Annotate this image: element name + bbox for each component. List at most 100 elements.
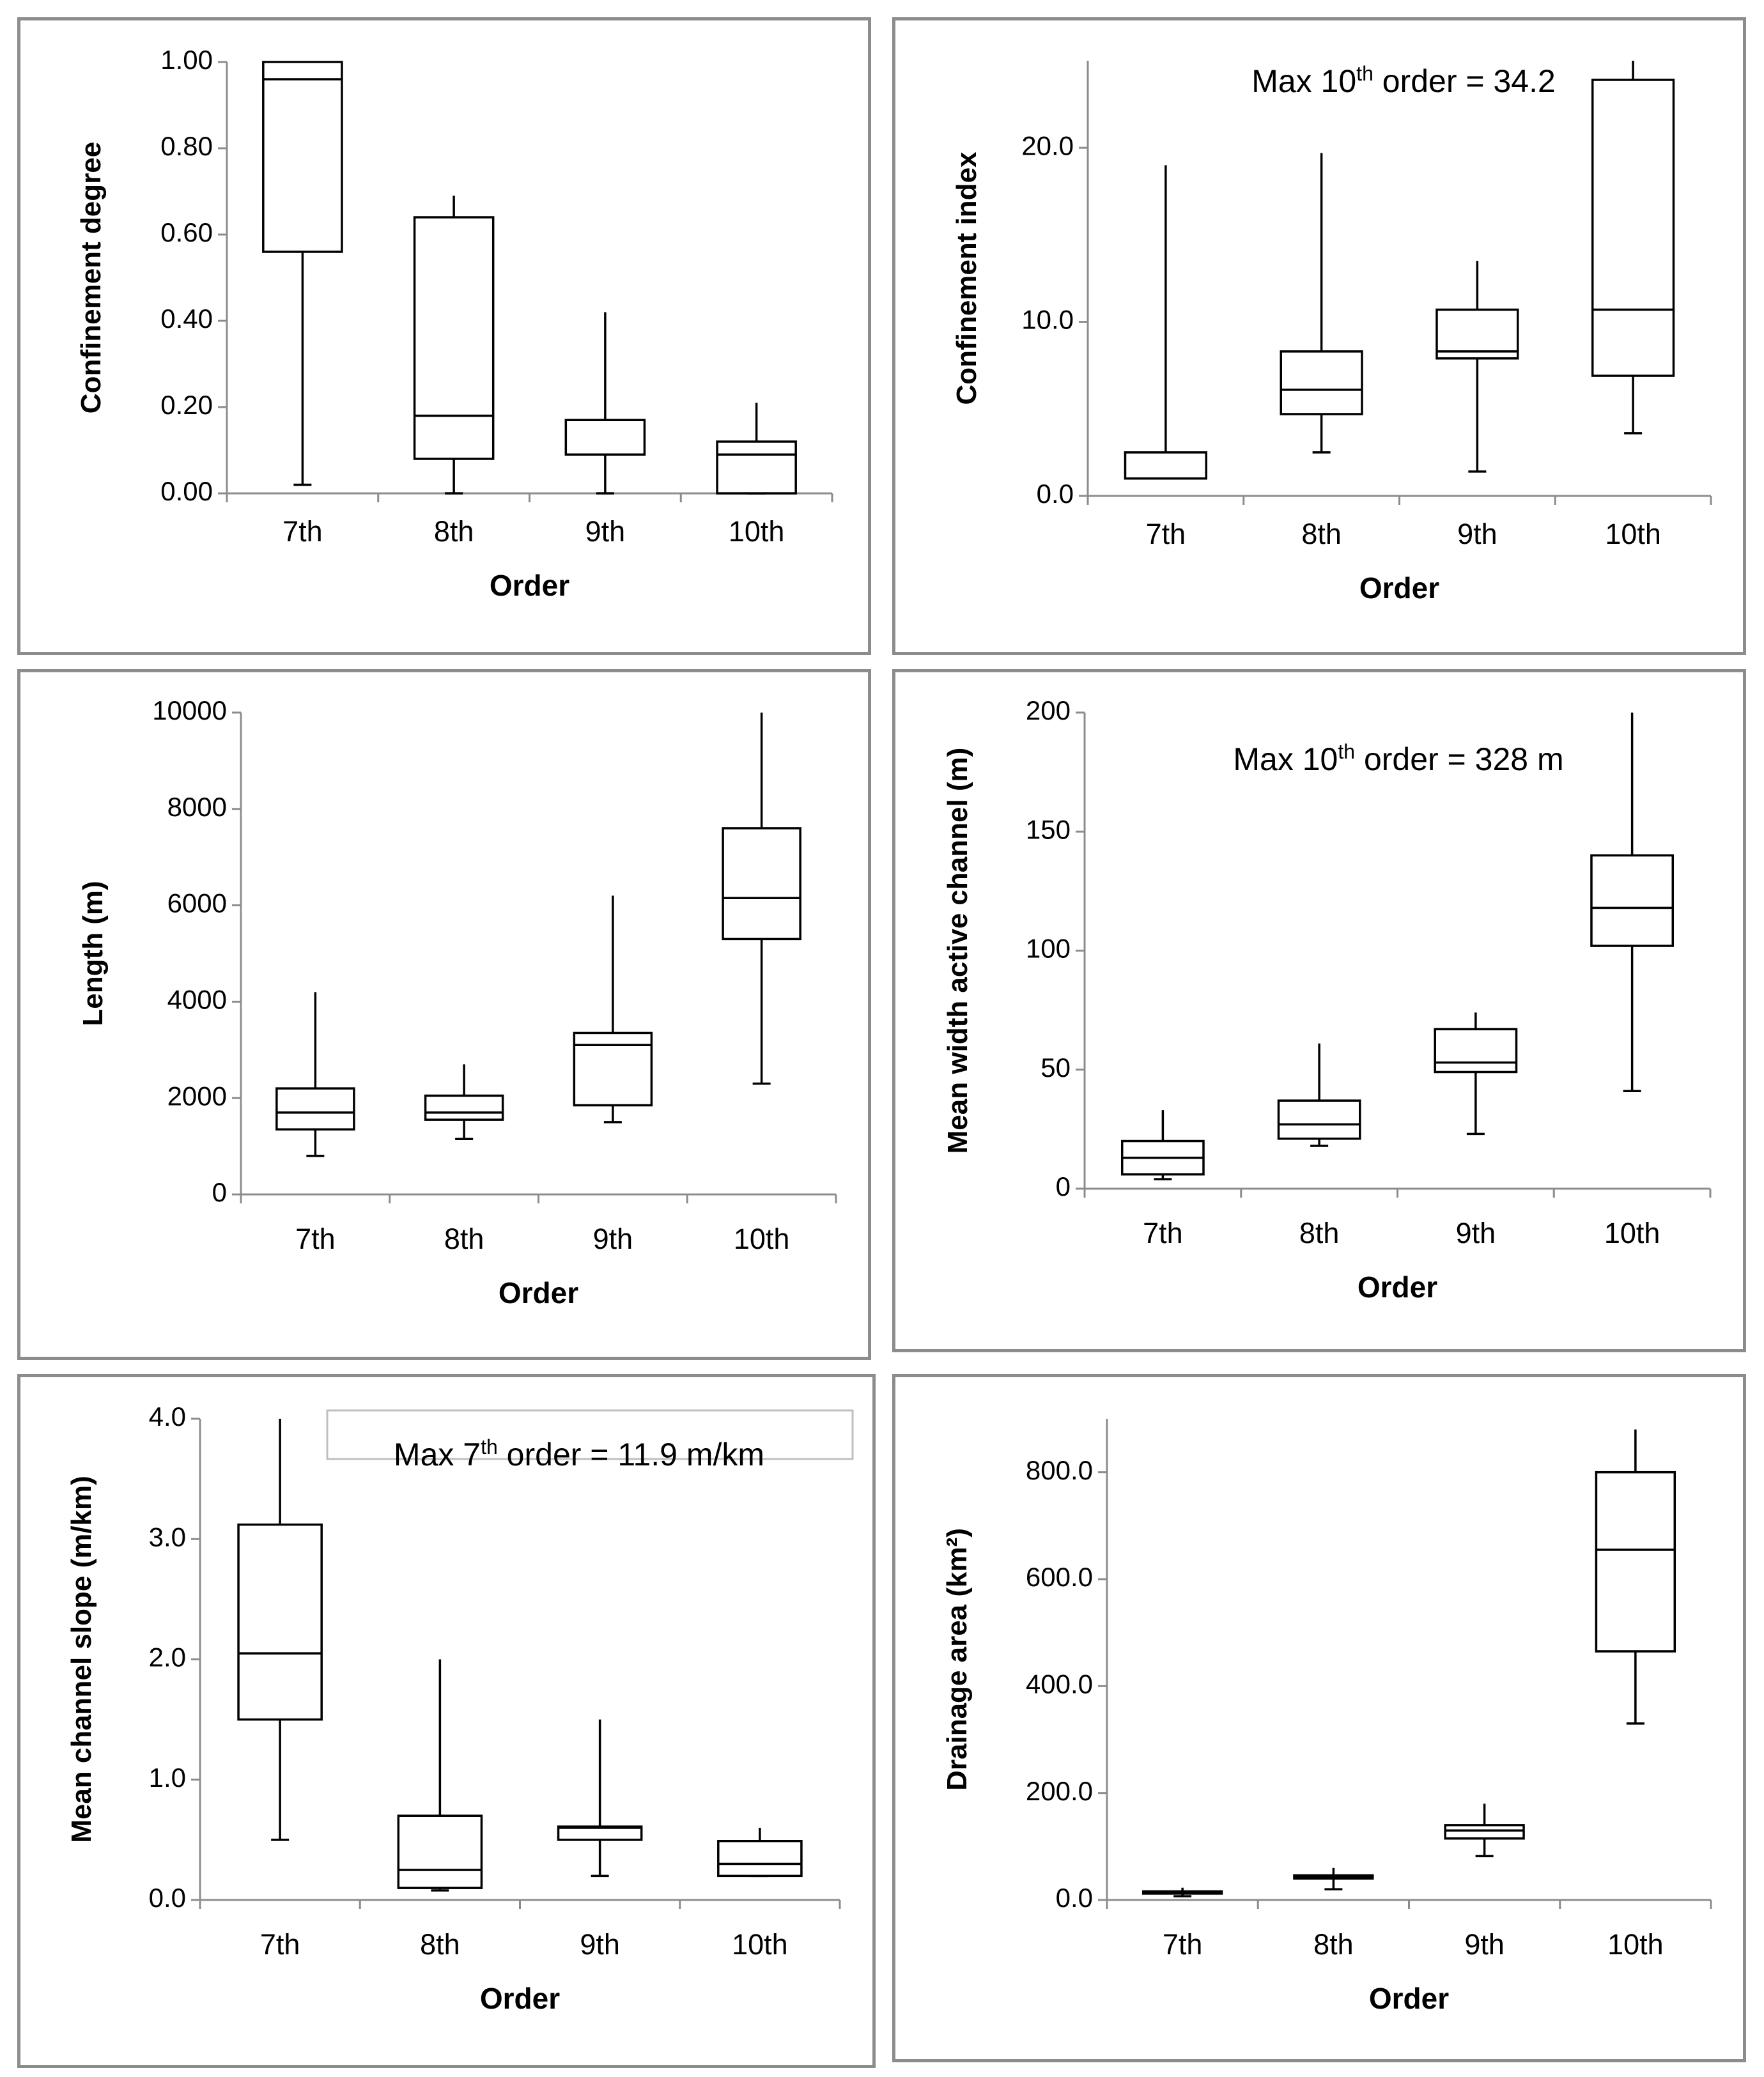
- x-tick-label: 9th: [580, 1928, 620, 1961]
- iqr-box: [397, 1814, 483, 1889]
- y-axis-title: Length (m): [77, 881, 109, 1026]
- x-tick-label: 8th: [1299, 1217, 1340, 1249]
- y-tick-label: 8000: [167, 792, 227, 822]
- x-tick-label: 7th: [1163, 1928, 1203, 1961]
- box-8th: [1293, 1867, 1374, 1891]
- x-tick-label: 8th: [420, 1928, 460, 1961]
- iqr-box: [413, 216, 495, 460]
- y-tick-label: 0.60: [160, 217, 213, 247]
- chart-length: 0 2000 4000 6000 8000 10000 7th 8th 9th 10th Order…: [77, 695, 837, 1309]
- box-7th: [262, 61, 343, 486]
- box-7th: [237, 1419, 323, 1841]
- iqr-box: [1277, 1099, 1361, 1140]
- x-axis-title: Order: [490, 569, 569, 602]
- y-axis-title: Mean channel slope (m/km): [66, 1476, 97, 1843]
- box-10th: [717, 1828, 803, 1878]
- iqr-box: [262, 61, 343, 253]
- x-tick-label: 9th: [1464, 1928, 1505, 1961]
- iqr-box: [1124, 451, 1207, 480]
- y-tick-label: 0.40: [160, 304, 213, 334]
- y-axis-title: Confinement degree: [75, 142, 107, 413]
- y-tick-label: 200: [1026, 695, 1071, 725]
- y-tick-label: 100: [1026, 934, 1071, 964]
- y-tick-label: 0: [1056, 1171, 1071, 1201]
- y-tick-label: 800.0: [1026, 1455, 1093, 1485]
- iqr-box: [424, 1094, 504, 1121]
- x-axis-title: Order: [480, 1982, 560, 2015]
- x-tick-label: 7th: [282, 515, 323, 548]
- max-annotation: Max 7th order = 11.9 m/km: [394, 1435, 764, 1472]
- x-tick-label: 8th: [1301, 518, 1342, 550]
- box-9th: [1434, 1012, 1518, 1136]
- x-tick-label: 9th: [585, 515, 626, 548]
- y-tick-label: 2.0: [149, 1642, 186, 1672]
- y-tick-label: 20.0: [1021, 130, 1074, 160]
- box-9th: [573, 895, 653, 1123]
- x-axis-title: Order: [1358, 1270, 1437, 1304]
- y-tick-label: 4.0: [149, 1401, 186, 1432]
- y-tick-label: 10000: [152, 695, 227, 725]
- chart-panel-confinement-degree: 0.00 0.20 0.40 0.60 0.80 1.00 7th 8th 9th 10th Ord…: [17, 17, 871, 655]
- chart-panel-confinement-index: 0.0 10.0 20.0 7th 8th 9th 10th Order Confinement…: [892, 17, 1746, 655]
- box-10th: [716, 403, 797, 495]
- y-tick-label: 0.0: [1037, 479, 1074, 509]
- max-annotation: Max 10th order = 328 m: [1233, 740, 1563, 777]
- chart-panel-length: 0 2000 4000 6000 8000 10000 7th 8th 9th 10th Order…: [17, 669, 871, 1360]
- x-tick-label: 7th: [260, 1928, 300, 1961]
- box-8th: [424, 1064, 504, 1141]
- x-tick-label: 10th: [734, 1223, 790, 1255]
- chart-mean-width-active-channel: 0 50 100 150 200 7th 8th 9th 10th Order Mean width…: [942, 695, 1712, 1304]
- box-7th: [1124, 165, 1207, 480]
- box-7th: [275, 992, 355, 1157]
- iqr-box: [1444, 1824, 1525, 1840]
- box-8th: [397, 1659, 483, 1892]
- y-tick-label: 0.0: [149, 1883, 186, 1913]
- y-tick-label: 200.0: [1026, 1776, 1093, 1806]
- chart-panel-drainage-area: 0.0 200.0 400.0 600.0 800.0 7th 8th 9th 10th Orde…: [892, 1374, 1746, 2062]
- x-tick-label: 9th: [1457, 518, 1497, 550]
- x-tick-label: 10th: [729, 515, 785, 548]
- x-axis-title: Order: [1359, 571, 1439, 605]
- y-tick-label: 150: [1026, 814, 1071, 844]
- y-tick-label: 1.0: [149, 1763, 186, 1793]
- y-axis-title: Drainage area (km²): [941, 1528, 973, 1791]
- y-tick-label: 6000: [167, 888, 227, 918]
- chart-confinement-degree: 0.00 0.20 0.40 0.60 0.80 1.00 7th 8th 9th 10th Ord…: [75, 45, 833, 602]
- iqr-box: [573, 1031, 653, 1107]
- box-9th: [1444, 1803, 1525, 1858]
- x-tick-label: 10th: [1607, 1928, 1664, 1961]
- y-tick-label: 50: [1041, 1053, 1071, 1083]
- iqr-box: [1590, 854, 1675, 947]
- iqr-box: [1434, 1028, 1518, 1074]
- y-tick-label: 10.0: [1021, 305, 1074, 335]
- iqr-box: [722, 827, 801, 941]
- x-tick-label: 9th: [593, 1223, 633, 1255]
- iqr-box: [1591, 79, 1675, 377]
- y-tick-label: 0.00: [160, 476, 213, 506]
- box-10th: [722, 713, 801, 1085]
- y-tick-label: 0: [212, 1177, 227, 1207]
- y-tick-label: 400.0: [1026, 1669, 1093, 1699]
- annotation-box: [326, 1409, 854, 1460]
- x-tick-label: 7th: [1146, 518, 1186, 550]
- box-8th: [413, 196, 495, 495]
- iqr-box: [1280, 350, 1363, 415]
- y-tick-label: 0.0: [1056, 1883, 1093, 1913]
- chart-panel-mean-channel-slope: 0.0 1.0 2.0 3.0 4.0 7th 8th 9th 10th Order Mean ch…: [17, 1374, 876, 2068]
- x-tick-label: 8th: [444, 1223, 484, 1255]
- y-tick-label: 2000: [167, 1081, 227, 1111]
- box-8th: [1280, 153, 1363, 454]
- chart-confinement-index: 0.0 10.0 20.0 7th 8th 9th 10th Order Confinement…: [951, 61, 1712, 605]
- x-axis-title: Order: [499, 1276, 578, 1309]
- iqr-box: [557, 1825, 643, 1841]
- y-tick-label: 0.80: [160, 131, 213, 161]
- y-tick-label: 4000: [167, 984, 227, 1014]
- x-tick-label: 10th: [1604, 1217, 1660, 1249]
- chart-mean-channel-slope: 0.0 1.0 2.0 3.0 4.0 7th 8th 9th 10th Order Mean ch…: [66, 1401, 854, 2015]
- iqr-box: [716, 440, 797, 495]
- x-tick-label: 8th: [1313, 1928, 1354, 1961]
- y-axis-title: Mean width active channel (m): [942, 748, 973, 1154]
- x-tick-label: 8th: [434, 515, 474, 548]
- box-7th: [1120, 1110, 1205, 1180]
- iqr-box: [1435, 308, 1519, 360]
